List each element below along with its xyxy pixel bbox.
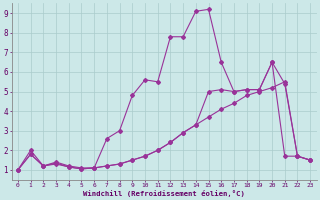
X-axis label: Windchill (Refroidissement éolien,°C): Windchill (Refroidissement éolien,°C): [83, 190, 245, 197]
